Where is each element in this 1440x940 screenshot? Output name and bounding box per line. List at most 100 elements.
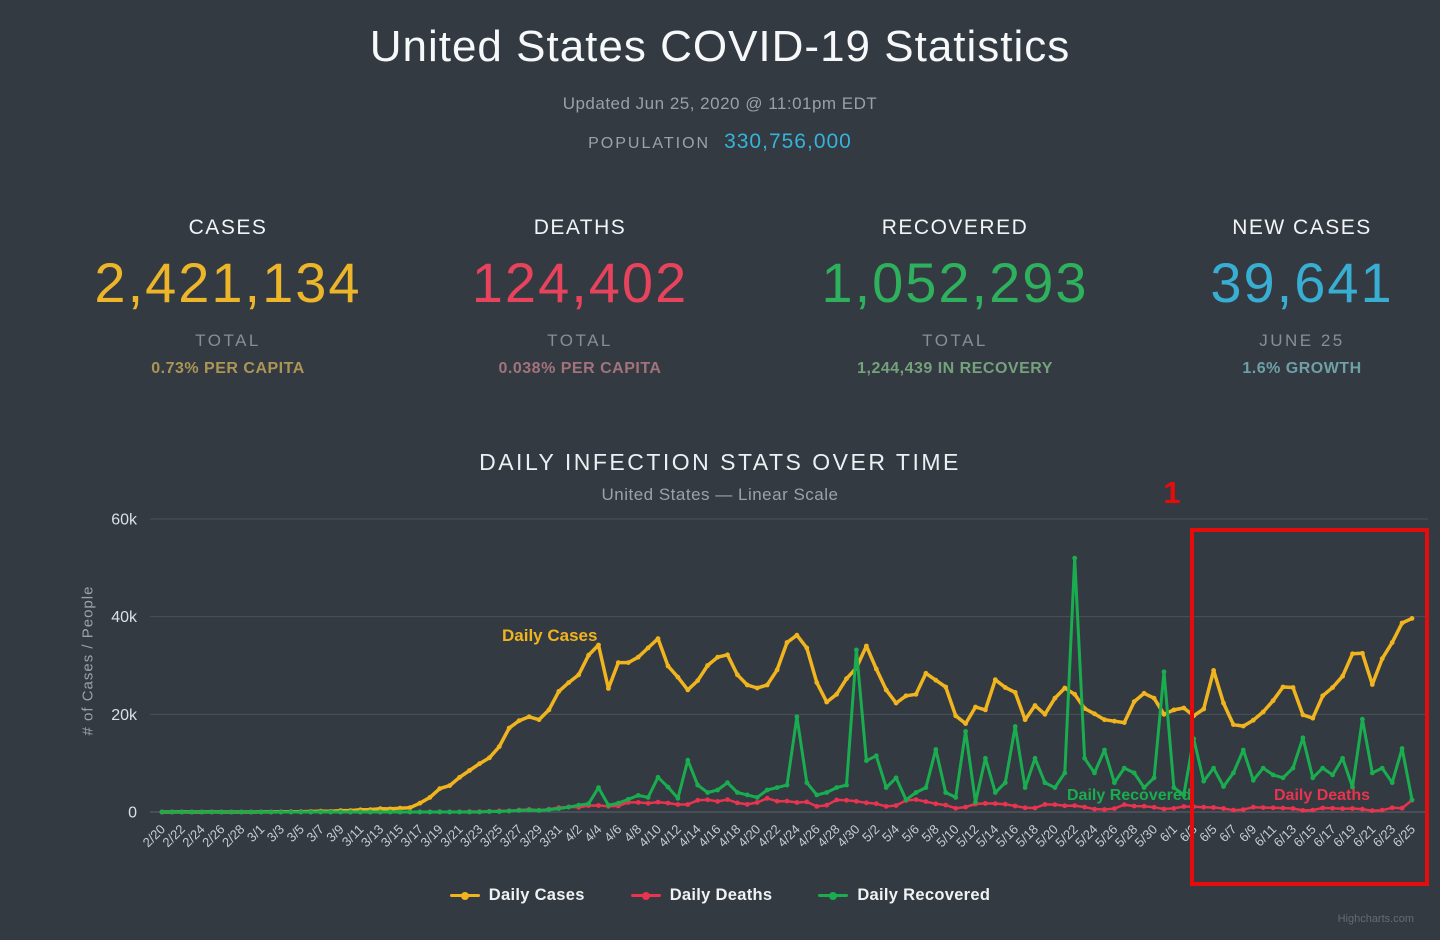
point[interactable] <box>844 676 849 682</box>
point[interactable] <box>328 809 334 815</box>
point[interactable] <box>526 807 532 813</box>
point[interactable] <box>1032 755 1038 761</box>
point[interactable] <box>516 718 522 724</box>
point[interactable] <box>1221 806 1226 811</box>
point[interactable] <box>1112 718 1117 724</box>
point[interactable] <box>864 758 869 764</box>
point[interactable] <box>1052 802 1058 807</box>
point[interactable] <box>1211 805 1216 810</box>
point[interactable] <box>457 809 462 815</box>
point[interactable] <box>496 809 502 814</box>
point[interactable] <box>1389 780 1395 786</box>
point[interactable] <box>635 654 641 660</box>
point[interactable] <box>685 687 691 693</box>
point[interactable] <box>913 691 919 697</box>
point[interactable] <box>546 807 552 812</box>
point[interactable] <box>1211 668 1216 673</box>
point[interactable] <box>1360 716 1365 722</box>
point[interactable] <box>1320 765 1326 771</box>
point[interactable] <box>695 678 701 683</box>
point[interactable] <box>1072 803 1078 808</box>
point[interactable] <box>675 674 681 680</box>
point[interactable] <box>596 642 601 648</box>
point[interactable] <box>209 809 215 815</box>
point[interactable] <box>992 801 998 806</box>
point[interactable] <box>437 809 443 815</box>
point[interactable] <box>1280 805 1286 811</box>
point[interactable] <box>933 801 939 807</box>
point[interactable] <box>923 670 929 676</box>
point[interactable] <box>1290 765 1296 771</box>
point[interactable] <box>933 747 939 752</box>
point[interactable] <box>377 806 383 812</box>
point[interactable] <box>1250 804 1256 810</box>
point[interactable] <box>1181 804 1187 809</box>
point[interactable] <box>705 797 710 803</box>
point[interactable] <box>794 714 800 720</box>
point[interactable] <box>229 809 234 815</box>
point[interactable] <box>1042 802 1048 807</box>
point[interactable] <box>814 680 820 685</box>
point[interactable] <box>1052 695 1058 701</box>
point[interactable] <box>377 809 383 815</box>
point[interactable] <box>615 660 621 665</box>
point[interactable] <box>1330 685 1335 690</box>
point[interactable] <box>1221 784 1226 789</box>
point[interactable] <box>1171 806 1177 811</box>
point[interactable] <box>834 785 839 790</box>
point[interactable] <box>1260 805 1266 810</box>
point[interactable] <box>844 797 849 803</box>
point[interactable] <box>1399 620 1405 626</box>
legend-item-daily-recovered[interactable]: Daily Recovered <box>818 886 990 905</box>
point[interactable] <box>834 797 839 803</box>
point[interactable] <box>566 804 572 810</box>
point[interactable] <box>447 809 453 815</box>
point[interactable] <box>556 806 562 811</box>
point[interactable] <box>1002 801 1008 807</box>
point[interactable] <box>1399 746 1405 751</box>
point[interactable] <box>883 785 889 790</box>
point[interactable] <box>1280 775 1286 781</box>
point[interactable] <box>1290 806 1296 811</box>
point[interactable] <box>1032 703 1038 708</box>
point[interactable] <box>1171 707 1177 713</box>
point[interactable] <box>665 784 671 790</box>
point[interactable] <box>814 792 820 798</box>
point[interactable] <box>1161 711 1167 717</box>
point[interactable] <box>645 800 651 806</box>
point[interactable] <box>1141 803 1147 809</box>
point[interactable] <box>586 801 591 807</box>
point[interactable] <box>854 647 859 653</box>
point[interactable] <box>467 768 472 773</box>
point[interactable] <box>576 672 582 678</box>
point[interactable] <box>318 809 324 815</box>
point[interactable] <box>675 802 681 807</box>
point[interactable] <box>1022 785 1028 790</box>
point[interactable] <box>1062 685 1068 691</box>
point[interactable] <box>1151 695 1157 701</box>
point[interactable] <box>943 802 949 808</box>
point[interactable] <box>437 786 443 791</box>
point[interactable] <box>1340 755 1345 761</box>
point[interactable] <box>645 645 651 651</box>
point[interactable] <box>407 805 413 811</box>
point[interactable] <box>953 805 959 811</box>
point[interactable] <box>943 684 949 690</box>
point[interactable] <box>1340 806 1345 812</box>
point[interactable] <box>1201 778 1207 784</box>
point[interactable] <box>735 800 740 806</box>
point[interactable] <box>864 800 869 806</box>
point[interactable] <box>1042 780 1048 786</box>
point[interactable] <box>407 809 413 815</box>
point[interactable] <box>625 660 631 665</box>
point[interactable] <box>566 680 572 685</box>
point[interactable] <box>824 699 830 705</box>
chart-plot-area[interactable]: 020k40k60k2/202/222/242/262/283/13/33/53… <box>0 505 1440 897</box>
point[interactable] <box>457 774 462 780</box>
point[interactable] <box>1350 784 1355 790</box>
point[interactable] <box>516 808 522 813</box>
point[interactable] <box>546 707 552 713</box>
point[interactable] <box>983 707 988 713</box>
point[interactable] <box>477 761 482 767</box>
point[interactable] <box>655 636 661 641</box>
